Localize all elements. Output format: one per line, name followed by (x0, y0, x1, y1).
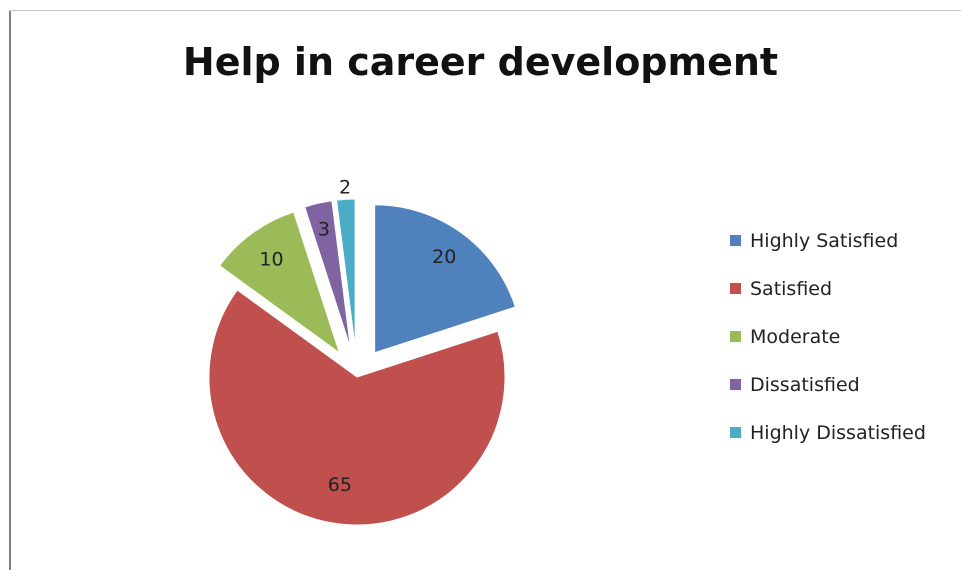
legend-swatch (730, 235, 741, 246)
data-label: 2 (339, 177, 351, 199)
pie-slice-highly-satisfied (374, 204, 517, 354)
legend-label: Satisfied (750, 278, 833, 300)
legend-swatch (730, 379, 741, 390)
legend-label: Highly Satisfied (750, 230, 899, 252)
chart-title: Help in career development (182, 40, 779, 84)
data-label: 10 (259, 248, 283, 270)
data-label: 3 (318, 218, 330, 240)
legend-item-highly-dissatisfied: Highly Dissatisfied (730, 420, 926, 468)
pie-slice-highly-dissatisfied (336, 198, 356, 348)
legend-label: Moderate (750, 326, 841, 348)
legend-item-satisfied: Satisfied (730, 276, 926, 324)
legend-label: Dissatisfied (750, 374, 860, 396)
legend-item-dissatisfied: Dissatisfied (730, 372, 926, 420)
pie-slice-moderate (218, 211, 341, 355)
pie-slice-dissatisfied (304, 200, 351, 348)
data-label: 65 (328, 474, 352, 496)
legend-swatch (730, 331, 741, 342)
frame-left-border (9, 10, 11, 570)
legend: Highly Satisfied Satisfied Moderate Diss… (730, 228, 926, 468)
legend-label: Highly Dissatisfied (750, 422, 926, 444)
pie-slice-satisfied (208, 289, 506, 526)
legend-swatch (730, 283, 741, 294)
frame-top-border (9, 10, 961, 11)
data-label: 20 (432, 246, 456, 268)
legend-item-moderate: Moderate (730, 324, 926, 372)
legend-item-highly-satisfied: Highly Satisfied (730, 228, 926, 276)
legend-swatch (730, 427, 741, 438)
